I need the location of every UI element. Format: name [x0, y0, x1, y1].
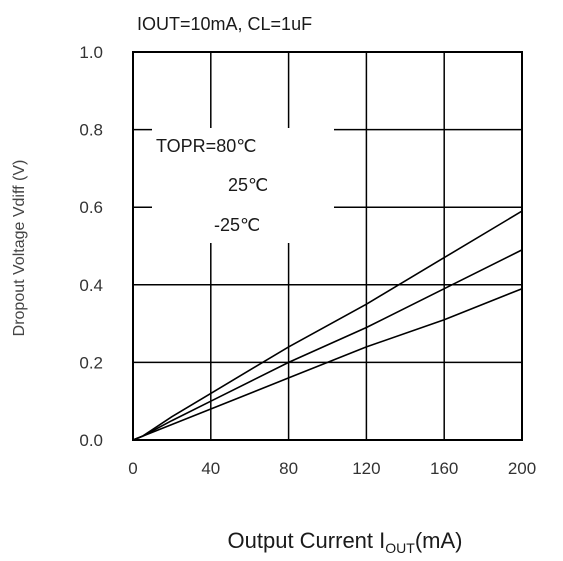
y-tick-label: 0.6 — [79, 198, 103, 217]
plot-frame — [132, 51, 523, 441]
series-line-2 — [132, 287, 523, 441]
y-tick-label: 1.0 — [79, 43, 103, 62]
x-tick-label: 200 — [508, 459, 536, 478]
x-axis-label-main: Output Current I — [228, 528, 386, 553]
x-axis-label-subscript: OUT — [385, 540, 415, 556]
annotation-topr-80: TOPR=80℃ — [156, 136, 256, 156]
x-tick-label: 80 — [279, 459, 298, 478]
x-axis-label-unit: (mA) — [415, 528, 463, 553]
annotation-minus-25c: -25℃ — [214, 215, 260, 235]
x-axis-label: Output Current IOUT(mA) — [228, 528, 463, 556]
chart-subtitle: IOUT=10mA, CL=1uF — [137, 14, 312, 34]
x-tick-label: 160 — [430, 459, 458, 478]
x-tick-label: 0 — [128, 459, 137, 478]
y-axis-label: Dropout Voltage Vdiff (V) — [11, 160, 28, 337]
y-tick-label: 0.8 — [79, 121, 103, 140]
y-tick-label: 0.2 — [79, 353, 103, 372]
x-tick-label: 40 — [201, 459, 220, 478]
series-line-1 — [132, 249, 523, 441]
axis-ticks: 0 40 80 120 160 200 0.0 0.2 0.4 0.6 0.8 1.0 — [79, 43, 536, 478]
series-layer — [132, 210, 523, 441]
annotation-mask — [152, 128, 334, 243]
x-tick-label: 120 — [352, 459, 380, 478]
y-tick-label: 0.4 — [79, 276, 103, 295]
y-tick-label: 0.0 — [79, 431, 103, 450]
series-line-0 — [132, 210, 523, 441]
annotation-25c: 25℃ — [228, 175, 268, 195]
